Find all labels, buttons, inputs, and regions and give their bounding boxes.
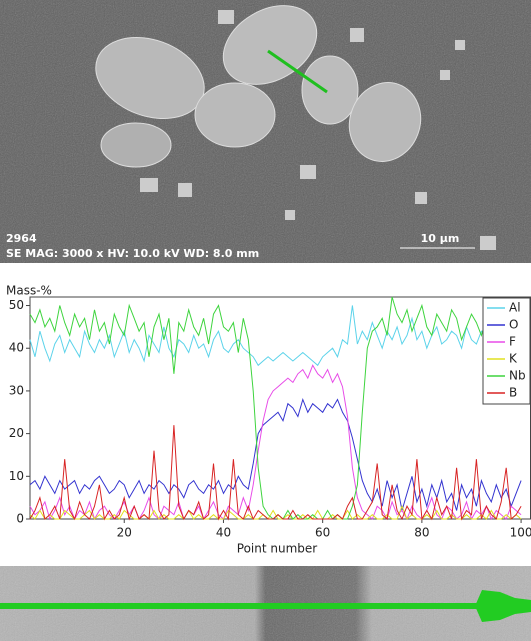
series-line bbox=[29, 504, 522, 520]
legend-label: Nb bbox=[509, 369, 526, 383]
series-line bbox=[29, 296, 522, 520]
y-tick-label: 20 bbox=[9, 426, 24, 440]
y-tick-label: 50 bbox=[9, 298, 24, 312]
x-tick-label: 40 bbox=[216, 526, 231, 540]
y-tick-label: 10 bbox=[9, 469, 24, 483]
y-tick-label: 0 bbox=[16, 512, 24, 526]
x-tick-label: 100 bbox=[510, 526, 531, 540]
series-line bbox=[29, 397, 522, 511]
legend-label: K bbox=[509, 352, 518, 366]
chart: Mass-% Point number 0 10 20 30 40 50 20 40 60 80 1… bbox=[6, 284, 531, 556]
x-tick-label: 60 bbox=[315, 526, 330, 540]
y-tick-label: 40 bbox=[9, 341, 24, 355]
legend-label: O bbox=[509, 318, 518, 332]
x-tick-label: 20 bbox=[117, 526, 132, 540]
scale-bar-label: 10 µm bbox=[421, 232, 460, 245]
series-line bbox=[29, 305, 522, 367]
sample-id: 2964 bbox=[6, 232, 37, 245]
line-scan-strip bbox=[0, 566, 531, 641]
acquisition-info: SE MAG: 3000 x HV: 10.0 kV WD: 8.0 mm bbox=[6, 247, 259, 260]
sem-image: 2964 SE MAG: 3000 x HV: 10.0 kV WD: 8.0 … bbox=[0, 0, 531, 263]
legend-label: Al bbox=[509, 301, 521, 315]
series-line bbox=[29, 364, 522, 521]
x-tick-label: 80 bbox=[414, 526, 429, 540]
y-tick-label: 30 bbox=[9, 383, 24, 397]
series-line bbox=[29, 425, 522, 521]
x-axis-label: Point number bbox=[237, 542, 318, 556]
y-axis-label: Mass-% bbox=[6, 284, 52, 298]
legend-label: B bbox=[509, 386, 517, 400]
legend-box bbox=[482, 297, 531, 405]
legend-label: F bbox=[509, 335, 516, 349]
